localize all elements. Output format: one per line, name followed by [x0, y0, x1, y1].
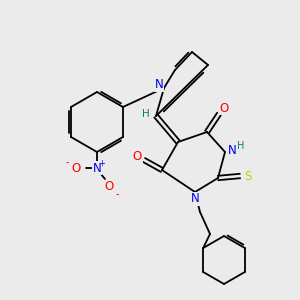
Text: N: N — [93, 161, 101, 175]
Text: -: - — [65, 157, 69, 167]
Text: H: H — [142, 109, 150, 119]
Text: -: - — [115, 189, 119, 199]
Text: N: N — [228, 143, 236, 157]
Text: N: N — [154, 79, 164, 92]
Text: +: + — [99, 158, 105, 167]
Text: O: O — [132, 149, 142, 163]
Text: S: S — [244, 169, 252, 182]
Text: O: O — [104, 181, 114, 194]
Text: N: N — [190, 193, 200, 206]
Text: H: H — [237, 141, 245, 151]
Text: O: O — [71, 161, 81, 175]
Text: O: O — [219, 101, 229, 115]
